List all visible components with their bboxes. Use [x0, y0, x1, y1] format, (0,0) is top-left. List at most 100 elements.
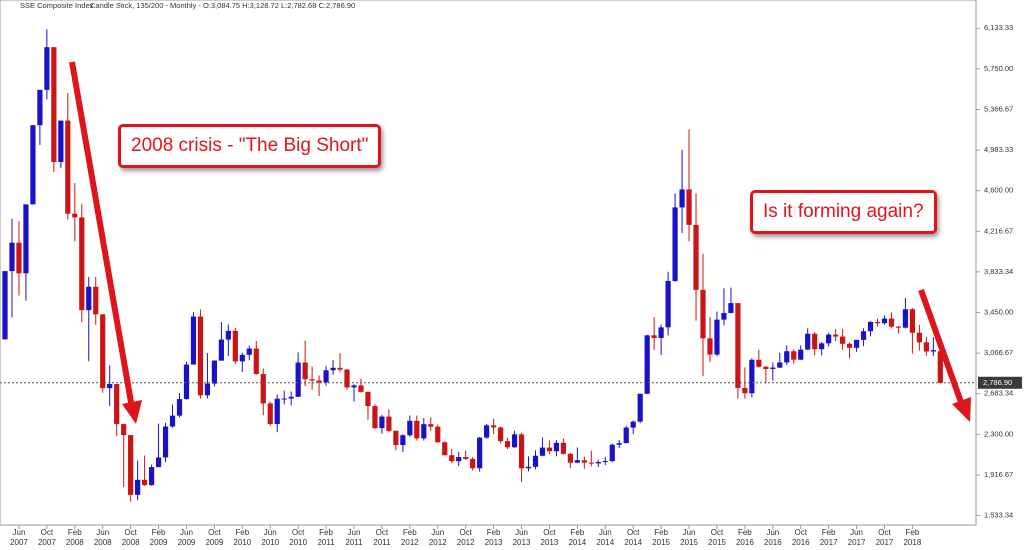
candle-body	[770, 367, 776, 369]
candle-body	[107, 384, 113, 389]
candle-body	[2, 271, 8, 340]
chart-title: SSE Composite Index	[20, 1, 94, 10]
x-tick-label: Jun 2017	[847, 528, 866, 547]
candle-body	[651, 335, 657, 338]
y-tick-label: 4,600.00	[984, 186, 1013, 195]
candle-body	[58, 120, 64, 162]
x-tick-label: Jun 2016	[763, 528, 782, 547]
candle-body	[644, 335, 650, 394]
candle-body	[142, 479, 148, 486]
annotation: Is it forming again?	[750, 190, 937, 234]
candle-body	[330, 367, 336, 371]
annotation: 2008 crisis - "The Big Short"	[118, 124, 382, 168]
candle-body	[497, 427, 504, 442]
x-tick-label: Oct 2015	[708, 528, 726, 547]
x-tick-label: Feb 2015	[652, 528, 670, 547]
candle-body	[909, 309, 915, 333]
x-tick-label: Feb 2009	[149, 528, 168, 547]
candle-body	[449, 455, 455, 462]
candle-body	[225, 330, 231, 340]
x-tick-label: Feb 2012	[400, 528, 419, 547]
candle-body	[777, 362, 783, 368]
candle-body	[30, 125, 36, 205]
candle-body	[881, 318, 888, 324]
candle-body	[176, 399, 183, 416]
candle-body	[819, 343, 825, 350]
candle-body	[253, 348, 259, 374]
candle-body	[728, 303, 734, 314]
arrow-head	[952, 397, 971, 422]
candle-body	[239, 354, 245, 362]
candle-body	[742, 387, 748, 394]
candle-body	[888, 318, 895, 327]
x-tick-label: Oct 2007	[37, 528, 56, 547]
candle-body	[484, 425, 490, 438]
candle-body	[477, 437, 483, 469]
candle-body	[351, 385, 357, 388]
candle-body	[860, 331, 867, 340]
candle-body	[428, 424, 434, 427]
candle-body	[442, 442, 448, 456]
y-tick-label: 3,450.00	[984, 308, 1013, 317]
candle-body	[805, 333, 811, 350]
arrow	[69, 61, 135, 409]
x-tick-label: Oct 2013	[540, 528, 559, 547]
x-tick-label: Jun 2008	[93, 528, 112, 547]
candle-body	[372, 406, 378, 429]
x-tick-label: Feb 2018	[903, 528, 922, 547]
x-tick-label: Jun 2009	[177, 528, 196, 547]
candle-body	[135, 479, 141, 495]
chart-subtitle: Candle Stick, 135/200 - Monthly - O:3,08…	[90, 1, 355, 10]
arrow	[918, 288, 965, 407]
candle-body	[197, 316, 204, 396]
x-tick-label: Oct 2009	[205, 528, 224, 547]
candle-body	[155, 457, 162, 468]
candle-body	[763, 366, 769, 369]
candle-body	[588, 462, 594, 464]
candle-body	[100, 314, 106, 389]
candle-body	[602, 461, 608, 463]
x-tick-label: Jun 2014	[596, 528, 615, 547]
candle-body	[162, 426, 169, 458]
candle-body	[609, 444, 615, 462]
candle-body	[518, 434, 525, 469]
candle-body	[686, 189, 692, 225]
candle-body	[358, 385, 364, 392]
candle-body	[51, 47, 57, 162]
candle-body	[532, 455, 539, 467]
y-tick-label: 4,216.67	[984, 226, 1013, 235]
candle-body	[148, 467, 155, 486]
candle-body	[316, 380, 322, 383]
candle-body	[456, 457, 462, 462]
candle-body	[902, 309, 909, 328]
candle-body	[169, 415, 176, 427]
x-tick-label: Oct 2008	[121, 528, 140, 547]
candle-body	[246, 348, 252, 355]
x-tick-label: Jun 2007	[10, 528, 28, 547]
candle-body	[840, 336, 846, 344]
y-tick-label: 2,683.34	[984, 389, 1013, 398]
candle-body	[407, 420, 413, 436]
candle-body	[72, 213, 78, 218]
candle-body	[309, 379, 315, 381]
candle-body	[546, 447, 553, 452]
y-tick-label: 6,133.33	[984, 23, 1013, 32]
candle-body	[693, 224, 699, 290]
candle-body	[504, 441, 511, 448]
candle-body	[16, 242, 22, 274]
candle-body	[93, 286, 99, 315]
last-price-label: 2,786.90	[983, 378, 1012, 387]
candle-body	[616, 443, 622, 445]
x-tick-label: Oct 2011	[373, 528, 391, 547]
candle-body	[867, 321, 874, 332]
candle-body	[721, 313, 727, 320]
candle-body	[853, 339, 860, 348]
candle-body	[128, 435, 134, 495]
candle-body	[365, 391, 371, 407]
candle-body	[65, 120, 71, 214]
candle-body	[923, 342, 929, 352]
candle-body	[525, 466, 532, 469]
candle-body	[826, 334, 832, 344]
candle-body	[323, 370, 329, 383]
